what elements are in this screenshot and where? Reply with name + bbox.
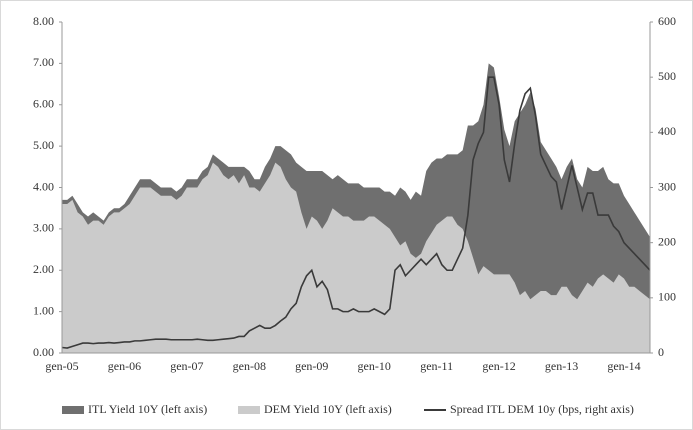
y-tick-label: 8.00 xyxy=(33,14,54,28)
legend-label: DEM Yield 10Y (left axis) xyxy=(264,402,392,416)
y-tick-label: 0.00 xyxy=(33,345,54,359)
y2-tick-label: 200 xyxy=(658,234,676,248)
x-tick-label: gen-09 xyxy=(295,359,328,373)
y2-tick-label: 100 xyxy=(658,290,676,304)
y-tick-label: 4.00 xyxy=(33,179,54,193)
x-tick-label: gen-05 xyxy=(45,359,78,373)
legend-swatch xyxy=(238,406,260,414)
y-tick-label: 3.00 xyxy=(33,221,54,235)
line xyxy=(61,76,651,349)
x-tick-label: gen-06 xyxy=(108,359,141,373)
legend-swatch xyxy=(62,406,84,414)
x-tick-label: gen-12 xyxy=(482,359,515,373)
legend-label: ITL Yield 10Y (left axis) xyxy=(88,402,207,416)
x-tick-label: gen-14 xyxy=(607,359,640,373)
y-tick-label: 2.00 xyxy=(33,262,54,276)
x-tick-label: gen-10 xyxy=(358,359,391,373)
y2-tick-label: 600 xyxy=(658,14,676,28)
y-tick-label: 1.00 xyxy=(33,303,54,317)
y-tick-label: 5.00 xyxy=(33,138,54,152)
x-tick-label: gen-07 xyxy=(170,359,203,373)
y2-tick-label: 500 xyxy=(658,69,676,83)
y2-tick-label: 400 xyxy=(658,124,676,138)
x-tick-label: gen-08 xyxy=(233,359,266,373)
y2-tick-label: 0 xyxy=(658,345,664,359)
area xyxy=(62,162,650,353)
y-tick-label: 6.00 xyxy=(33,97,54,111)
x-tick-label: gen-11 xyxy=(420,359,453,373)
legend-label: Spread ITL DEM 10y (bps, right axis) xyxy=(450,402,634,416)
x-tick-label: gen-13 xyxy=(545,359,578,373)
y2-tick-label: 300 xyxy=(658,179,676,193)
y-tick-label: 7.00 xyxy=(33,55,54,69)
